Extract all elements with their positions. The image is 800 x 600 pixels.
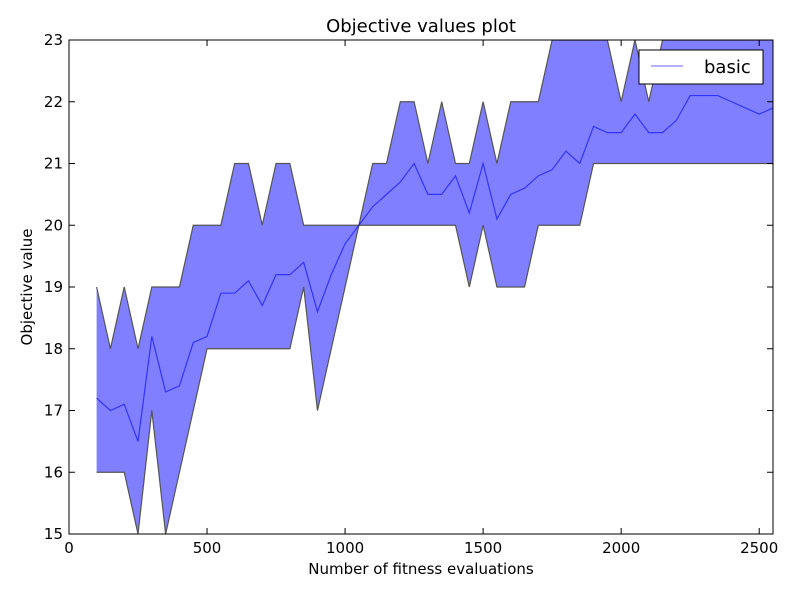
data-point [164, 390, 167, 393]
data-point [758, 113, 761, 116]
y-tick-label: 23 [44, 31, 63, 49]
data-point [123, 403, 126, 406]
axis-ticks: 0 500 1000 1500 2000 2500 15 16 17 18 19 20 21 22 23 [44, 31, 778, 557]
data-point [482, 162, 485, 165]
y-tick-label: 16 [44, 463, 63, 481]
x-tick-label: 1500 [464, 539, 502, 557]
data-point [537, 174, 540, 177]
data-point [137, 440, 140, 443]
y-tick-label: 18 [44, 340, 63, 358]
y-tick-label: 20 [44, 216, 63, 234]
y-tick-label: 22 [44, 93, 63, 111]
data-point [316, 310, 319, 313]
x-tick-label: 0 [64, 539, 74, 557]
data-point [192, 341, 195, 344]
data-point [233, 292, 236, 295]
chart-title: Objective values plot [326, 16, 516, 37]
data-point [661, 131, 664, 134]
data-point [578, 162, 581, 165]
x-tick-label: 2000 [602, 539, 640, 557]
x-tick-label: 2500 [740, 539, 778, 557]
data-point [385, 193, 388, 196]
data-point [633, 113, 636, 116]
data-point [620, 131, 623, 134]
lower-bound-line-basic [96, 162, 773, 534]
data-point [95, 397, 98, 400]
data-point [219, 292, 222, 295]
data-point [592, 125, 595, 128]
y-axis-label: Objective value [18, 229, 36, 346]
data-point [495, 218, 498, 221]
data-point [468, 211, 471, 214]
data-point [730, 100, 733, 103]
data-point [523, 187, 526, 190]
data-point [399, 181, 402, 184]
data-point [454, 174, 457, 177]
data-point [247, 279, 250, 282]
legend: basic [638, 49, 764, 85]
legend-box [638, 49, 764, 85]
y-tick-label: 21 [44, 155, 63, 173]
legend-label-basic: basic [704, 57, 751, 78]
x-tick-label: 1000 [326, 539, 364, 557]
data-point [509, 193, 512, 196]
data-point [371, 205, 374, 208]
data-point [413, 162, 416, 165]
x-tick-label: 500 [193, 539, 222, 557]
data-point [330, 273, 333, 276]
y-tick-label: 17 [44, 402, 63, 420]
data-point [440, 193, 443, 196]
data-point [606, 131, 609, 134]
data-point [426, 193, 429, 196]
data-point [302, 261, 305, 264]
data-point [675, 119, 678, 122]
data-point [716, 94, 719, 97]
y-tick-label: 19 [44, 278, 63, 296]
data-point [150, 335, 153, 338]
x-axis-label: Number of fitness evaluations [308, 560, 534, 578]
data-point [647, 131, 650, 134]
data-point [357, 224, 360, 227]
data-point [261, 304, 264, 307]
data-point [702, 94, 705, 97]
data-point [689, 94, 692, 97]
mean-line-basic [96, 94, 773, 442]
data-point [551, 168, 554, 171]
data-point [344, 242, 347, 245]
y-tick-label: 15 [44, 525, 63, 543]
data-point [206, 335, 209, 338]
data-point [564, 150, 567, 153]
data-point [275, 273, 278, 276]
data-point [178, 384, 181, 387]
data-point [288, 273, 291, 276]
data-point [109, 409, 112, 412]
data-point [744, 106, 747, 109]
